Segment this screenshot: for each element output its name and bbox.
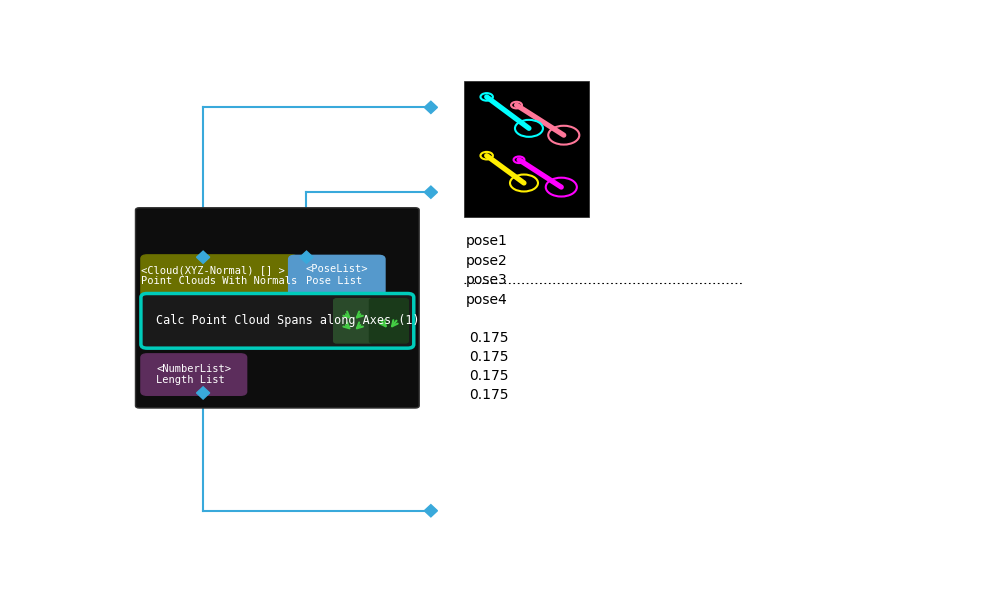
FancyBboxPatch shape [135, 207, 419, 408]
FancyBboxPatch shape [334, 299, 372, 343]
FancyBboxPatch shape [140, 294, 414, 348]
Text: 0.175: 0.175 [469, 388, 508, 402]
Text: <PoseList>
Pose List: <PoseList> Pose List [306, 264, 368, 286]
FancyBboxPatch shape [289, 255, 385, 295]
Text: pose3: pose3 [465, 274, 507, 287]
FancyBboxPatch shape [140, 354, 246, 395]
Text: 0.175: 0.175 [469, 331, 508, 345]
FancyBboxPatch shape [369, 299, 408, 343]
Polygon shape [196, 387, 209, 399]
FancyBboxPatch shape [140, 255, 297, 296]
Text: 0.175: 0.175 [469, 369, 508, 383]
Text: pose4: pose4 [465, 293, 507, 307]
Text: <Cloud(XYZ-Normal) [] >
Point Clouds With Normals: <Cloud(XYZ-Normal) [] > Point Clouds Wit… [140, 265, 297, 286]
Text: pose2: pose2 [465, 253, 507, 267]
Bar [464, 81, 588, 217]
Polygon shape [424, 505, 437, 517]
Text: pose1: pose1 [465, 234, 507, 248]
Polygon shape [424, 186, 437, 198]
Polygon shape [300, 251, 313, 263]
Text: 0.175: 0.175 [469, 350, 508, 364]
Text: Calc Point Cloud Spans along Axes (1): Calc Point Cloud Spans along Axes (1) [156, 315, 420, 327]
Polygon shape [424, 101, 437, 113]
Polygon shape [196, 251, 209, 263]
Text: <NumberList>
Length List: <NumberList> Length List [156, 364, 231, 386]
